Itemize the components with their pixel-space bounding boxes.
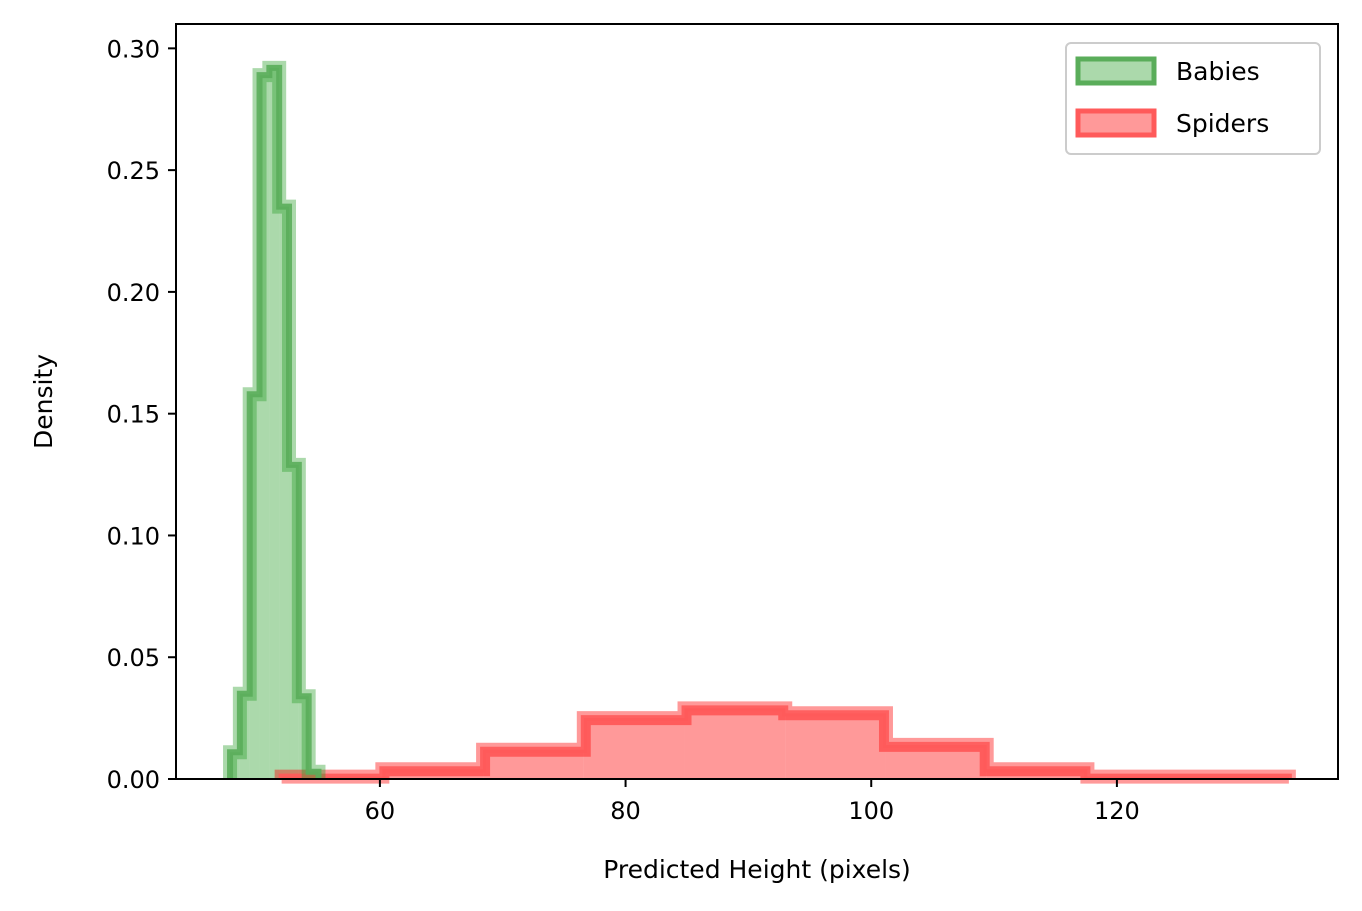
bar-spiders-5 — [785, 713, 886, 779]
x-tick-label-60: 60 — [365, 797, 396, 825]
y-tick-label-6: 0.30 — [107, 35, 160, 63]
bar-spiders-4 — [684, 708, 786, 779]
bar-spiders-7 — [986, 769, 1088, 779]
legend-swatch-babies — [1075, 56, 1157, 86]
y-axis-label: Density — [29, 354, 58, 449]
x-tick-label-120: 120 — [1094, 797, 1140, 825]
bar-babies-1 — [239, 693, 250, 779]
y-tick-label-4: 0.20 — [107, 279, 160, 307]
bar-babies-2 — [249, 394, 260, 779]
bar-spiders-6 — [885, 744, 987, 779]
y-tick-label-5: 0.25 — [107, 157, 160, 185]
bar-spiders-1 — [382, 769, 484, 779]
y-tick-label-3: 0.15 — [107, 401, 160, 429]
bars-layer — [230, 67, 1289, 780]
outline-babies — [227, 64, 322, 779]
bar-babies-5 — [279, 206, 290, 780]
y-tick-label-1: 0.05 — [107, 644, 160, 672]
legend-label-babies: Babies — [1176, 57, 1260, 86]
x-tick-label-100: 100 — [848, 797, 894, 825]
outline-layer — [223, 60, 1296, 784]
legend-label-spiders: Spiders — [1176, 109, 1269, 138]
plot-frame — [175, 23, 1339, 780]
y-tick-label-0: 0.00 — [107, 766, 160, 794]
x-tick-label-80: 80 — [610, 797, 641, 825]
bar-babies-3 — [259, 75, 270, 780]
legend-item-babies: Babies — [1075, 56, 1260, 86]
legend-box — [1065, 42, 1321, 155]
x-axis-label: Predicted Height (pixels) — [603, 855, 911, 884]
legend-swatch-spiders — [1075, 108, 1157, 138]
bar-babies-6 — [289, 464, 299, 779]
x-axis-ticks: 60 80 100 120 — [365, 779, 1140, 825]
outline-spiders — [278, 705, 1292, 780]
legend: Babies Spiders — [1065, 42, 1321, 155]
legend-item-spiders: Spiders — [1075, 108, 1269, 138]
bar-babies-4 — [269, 67, 280, 780]
y-tick-label-2: 0.10 — [107, 522, 160, 550]
y-axis-ticks: 0.00 0.05 0.10 0.15 0.20 0.25 0.30 — [107, 35, 176, 794]
bar-babies-0 — [230, 752, 240, 779]
bar-spiders-2 — [483, 749, 584, 779]
bar-babies-7 — [298, 696, 309, 779]
bar-spiders-3 — [583, 718, 685, 779]
